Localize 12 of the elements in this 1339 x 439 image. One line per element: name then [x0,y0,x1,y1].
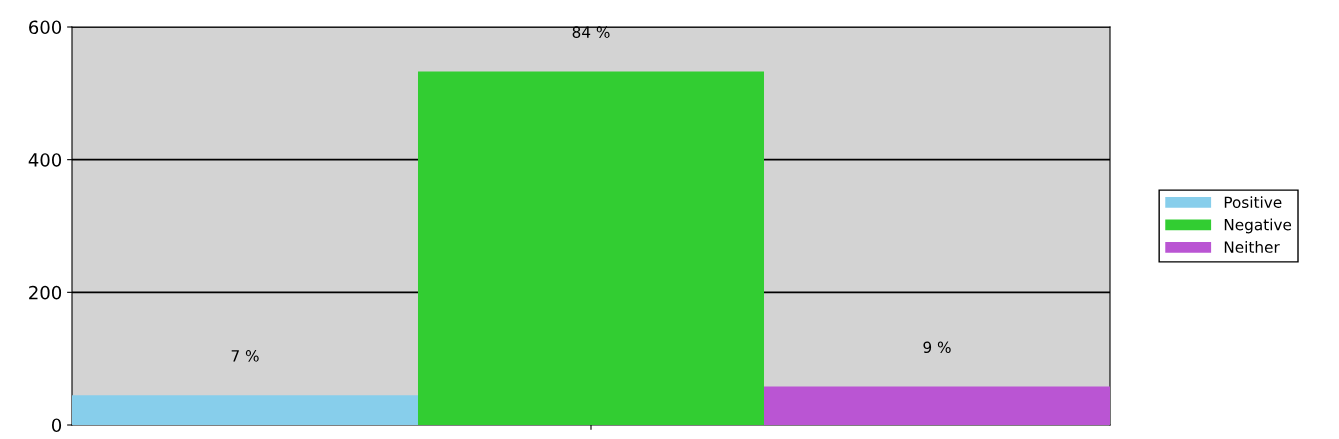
y-tick-label: 200 [29,285,62,300]
bar [764,386,1110,425]
y-tick-label: 400 [28,153,62,167]
annotation: 7 % [231,350,259,362]
y-tick-label: 0 [51,418,62,433]
legend-label: Neither [1224,241,1280,253]
annotation: 84 % [572,26,610,38]
bar [72,395,418,425]
legend-label: Negative [1224,218,1292,234]
annotation: 9 % [923,341,951,354]
y-tick-label: 600 [29,20,62,35]
legend-label: Positive [1224,196,1282,209]
